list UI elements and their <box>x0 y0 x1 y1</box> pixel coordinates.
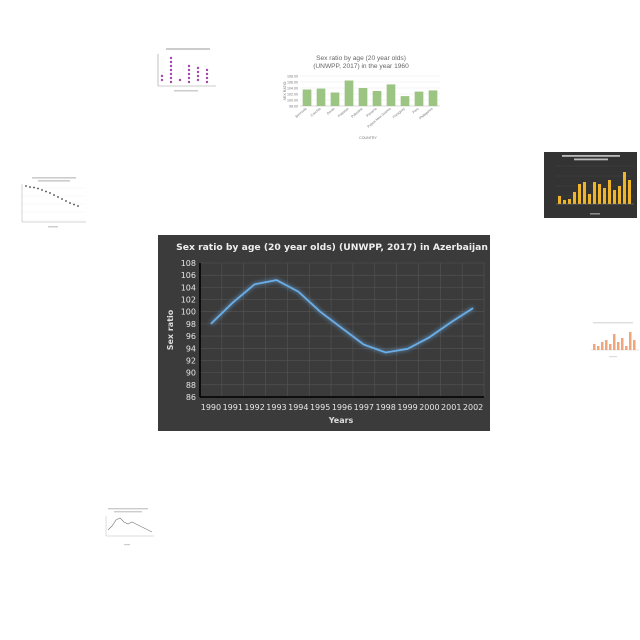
y-tick-label: 88 <box>186 381 196 390</box>
bar <box>330 92 340 106</box>
y-tick-label: 94 <box>186 344 196 353</box>
bar <box>414 91 424 106</box>
thumbnail-dark-yellow-bars <box>544 152 637 218</box>
thumbnail-declining-scatter <box>12 174 90 230</box>
thumbnail-orange-bars <box>585 320 640 360</box>
bar <box>372 91 382 106</box>
bar-y-tick-label: 98.00 <box>289 104 298 108</box>
bar <box>428 90 438 106</box>
bar-x-tick-label: Panama <box>365 107 377 118</box>
bar-y-tick-label: 106.00 <box>287 80 298 84</box>
bar-x-tick-label: Czechia <box>310 107 322 118</box>
y-tick-label: 104 <box>181 283 196 292</box>
bar-x-tick-label: Oman <box>326 107 336 116</box>
thumb-title-placeholder <box>166 48 210 50</box>
bar-x-tick-label: Peru <box>412 107 420 115</box>
bar-chart-title: Sex ratio by age (20 year olds) (UNWPP, 2… <box>313 55 409 70</box>
bar-y-tick-label: 100.00 <box>287 98 298 102</box>
x-tick-label: 1997 <box>354 403 374 412</box>
bar-y-tick-label: 102.00 <box>287 92 298 96</box>
x-tick-label: 1995 <box>310 403 330 412</box>
thumbnail-small-line <box>100 506 156 548</box>
bar-chart-x-label: COUNTRY <box>359 136 377 140</box>
y-tick-label: 102 <box>181 296 196 305</box>
y-tick-label: 86 <box>186 393 196 402</box>
y-tick-label: 106 <box>181 271 196 280</box>
bar <box>344 80 354 106</box>
x-tick-label: 1992 <box>244 403 264 412</box>
thumbnail-dot-chart <box>148 46 218 94</box>
x-tick-label: 2002 <box>463 403 483 412</box>
y-tick-label: 98 <box>186 320 196 329</box>
bar-x-tick-label: Bermuda <box>295 107 308 119</box>
y-tick-label: 108 <box>181 259 196 268</box>
y-tick-label: 92 <box>186 356 196 365</box>
bar-y-tick-label: 104.00 <box>287 86 298 90</box>
bar <box>302 89 312 106</box>
bar-x-tick-label: Pakistan <box>337 107 350 118</box>
bar <box>400 96 410 106</box>
x-tick-label: 2000 <box>419 403 439 412</box>
y-tick-label: 96 <box>186 332 196 341</box>
sex-ratio-series-line <box>210 279 474 354</box>
x-tick-label: 1993 <box>266 403 286 412</box>
x-tick-label: 1996 <box>332 403 352 412</box>
bar-chart-y-label: SEX RATIO <box>283 81 287 100</box>
x-tick-label: 1994 <box>288 403 308 412</box>
x-tick-label: 1991 <box>223 403 243 412</box>
x-tick-label: 1998 <box>376 403 396 412</box>
bar <box>358 88 368 106</box>
bar <box>386 84 396 106</box>
x-tick-label: 1990 <box>201 403 221 412</box>
y-tick-label: 90 <box>186 369 196 378</box>
x-tick-label: 1999 <box>397 403 417 412</box>
main-line-chart: Sex ratio by age (20 year olds) (UNWPP, … <box>158 235 490 431</box>
main-chart-x-label: Years <box>328 416 354 425</box>
main-chart-y-label: Sex ratio <box>166 309 175 350</box>
main-chart-title: Sex ratio by age (20 year olds) (UNWPP, … <box>176 242 488 253</box>
y-tick-label: 100 <box>181 308 196 317</box>
bar-y-tick-label: 108.00 <box>287 74 298 78</box>
bar-chart-1960: Sex ratio by age (20 year olds) (UNWPP, 2… <box>278 50 444 142</box>
x-tick-label: 2001 <box>441 403 461 412</box>
bar <box>316 88 326 106</box>
